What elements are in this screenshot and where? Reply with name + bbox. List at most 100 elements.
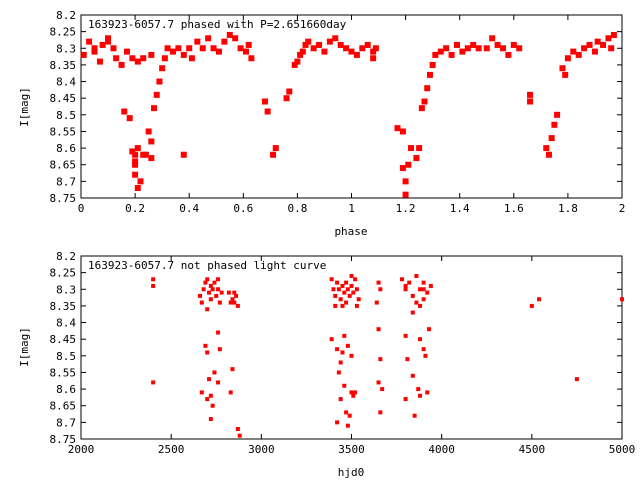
phased-data-point xyxy=(448,51,455,58)
phased-x-tick-label: 0.6 xyxy=(233,202,253,215)
phased-data-point xyxy=(142,151,149,158)
phased-data-point xyxy=(605,35,612,42)
phased-y-tick-label: 8.7 xyxy=(56,175,76,188)
phased-data-point xyxy=(134,58,141,65)
phased-data-point xyxy=(475,45,482,52)
unphased-y-tick-label: 8.7 xyxy=(56,416,76,429)
phased-data-point xyxy=(394,125,401,132)
phased-data-point xyxy=(132,161,139,168)
phased-data-point xyxy=(243,48,250,55)
phased-data-point xyxy=(564,55,571,62)
phased-data-point xyxy=(126,115,133,122)
unphased-data-point xyxy=(208,283,213,288)
unphased-data-point xyxy=(335,347,340,352)
phased-data-point xyxy=(215,48,222,55)
unphased-data-point xyxy=(354,303,359,308)
phased-x-tick-label: 0.4 xyxy=(179,202,199,215)
unphased-data-point xyxy=(356,297,361,302)
phased-data-point xyxy=(586,41,593,48)
phased-y-tick-label: 8.4 xyxy=(56,76,76,89)
unphased-x-tick-label: 4500 xyxy=(519,443,546,456)
phased-data-point xyxy=(543,145,550,152)
phased-y-tick-label: 8.25 xyxy=(50,26,77,39)
phased-data-point xyxy=(86,38,93,45)
phased-data-point xyxy=(299,48,306,55)
phased-data-point xyxy=(148,155,155,162)
phased-data-point xyxy=(283,95,290,102)
unphased-data-point xyxy=(349,283,354,288)
unphased-data-point xyxy=(416,387,421,392)
unphased-data-point xyxy=(349,353,354,358)
phased-data-point xyxy=(399,128,406,135)
phased-data-point xyxy=(408,145,415,152)
phased-data-point xyxy=(245,41,252,48)
unphased-data-point xyxy=(427,327,432,332)
unphased-data-point xyxy=(376,280,381,285)
phased-data-point xyxy=(221,38,228,45)
phased-data-point xyxy=(188,55,195,62)
unphased-light-curve-plot: 163923-6057.7 not phased light curve hjd… xyxy=(18,250,635,479)
unphased-data-point xyxy=(329,277,334,282)
unphased-data-point xyxy=(403,333,408,338)
phased-data-point xyxy=(302,41,309,48)
unphased-y-tick-label: 8.35 xyxy=(50,300,77,313)
phased-data-point xyxy=(348,48,355,55)
phased-data-point xyxy=(402,191,409,198)
unphased-data-point xyxy=(345,423,350,428)
unphased-x-tick-label: 3500 xyxy=(338,443,365,456)
unphased-data-point xyxy=(425,290,430,295)
unphased-data-point xyxy=(151,277,156,282)
unphased-data-point xyxy=(205,350,210,355)
phased-data-point xyxy=(364,41,371,48)
phased-data-point xyxy=(129,148,136,155)
unphased-data-point xyxy=(335,420,340,425)
phased-data-point xyxy=(399,165,406,172)
phased-data-point xyxy=(413,155,420,162)
phased-data-point xyxy=(594,38,601,45)
unphased-data-point xyxy=(338,397,343,402)
unphased-data-point xyxy=(345,287,350,292)
unphased-plot-ylabel: I[mag] xyxy=(18,327,31,367)
unphased-data-point xyxy=(199,390,204,395)
phased-data-point xyxy=(562,71,569,78)
unphased-data-point xyxy=(205,277,210,282)
unphased-data-point xyxy=(421,280,426,285)
phased-data-point xyxy=(132,171,139,178)
phased-data-point xyxy=(140,55,147,62)
phased-data-point xyxy=(113,55,120,62)
unphased-y-tick-label: 8.65 xyxy=(50,400,77,413)
phased-data-point xyxy=(264,108,271,115)
unphased-data-point xyxy=(228,300,233,305)
unphased-data-point xyxy=(342,333,347,338)
unphased-data-point xyxy=(407,280,412,285)
unphased-data-point xyxy=(331,287,336,292)
phased-data-point xyxy=(372,45,379,52)
phased-data-point xyxy=(575,51,582,58)
phased-data-point xyxy=(443,45,450,52)
phased-data-point xyxy=(559,65,566,72)
phased-data-point xyxy=(332,35,339,42)
unphased-y-tick-label: 8.75 xyxy=(50,433,77,446)
unphased-data-point xyxy=(342,383,347,388)
unphased-data-point xyxy=(537,297,542,302)
unphased-data-point xyxy=(374,300,379,305)
unphased-data-point xyxy=(418,303,423,308)
unphased-x-tick-label: 5000 xyxy=(609,443,636,456)
phased-data-point xyxy=(180,151,187,158)
unphased-data-point xyxy=(380,387,385,392)
phased-data-point xyxy=(305,38,312,45)
unphased-data-point xyxy=(340,350,345,355)
phased-plot-title: 163923-6057.7 phased with P=2.651660day xyxy=(88,18,347,31)
unphased-data-point xyxy=(344,300,349,305)
phased-y-tick-label: 8.2 xyxy=(56,9,76,22)
unphased-y-tick-label: 8.5 xyxy=(56,350,76,363)
phased-data-point xyxy=(527,91,534,98)
unphased-data-point xyxy=(428,283,433,288)
phased-data-point xyxy=(129,55,136,62)
unphased-y-tick-label: 8.2 xyxy=(56,250,76,263)
phased-data-point xyxy=(432,51,439,58)
phased-data-point xyxy=(153,91,160,98)
unphased-y-tick-label: 8.6 xyxy=(56,383,76,396)
